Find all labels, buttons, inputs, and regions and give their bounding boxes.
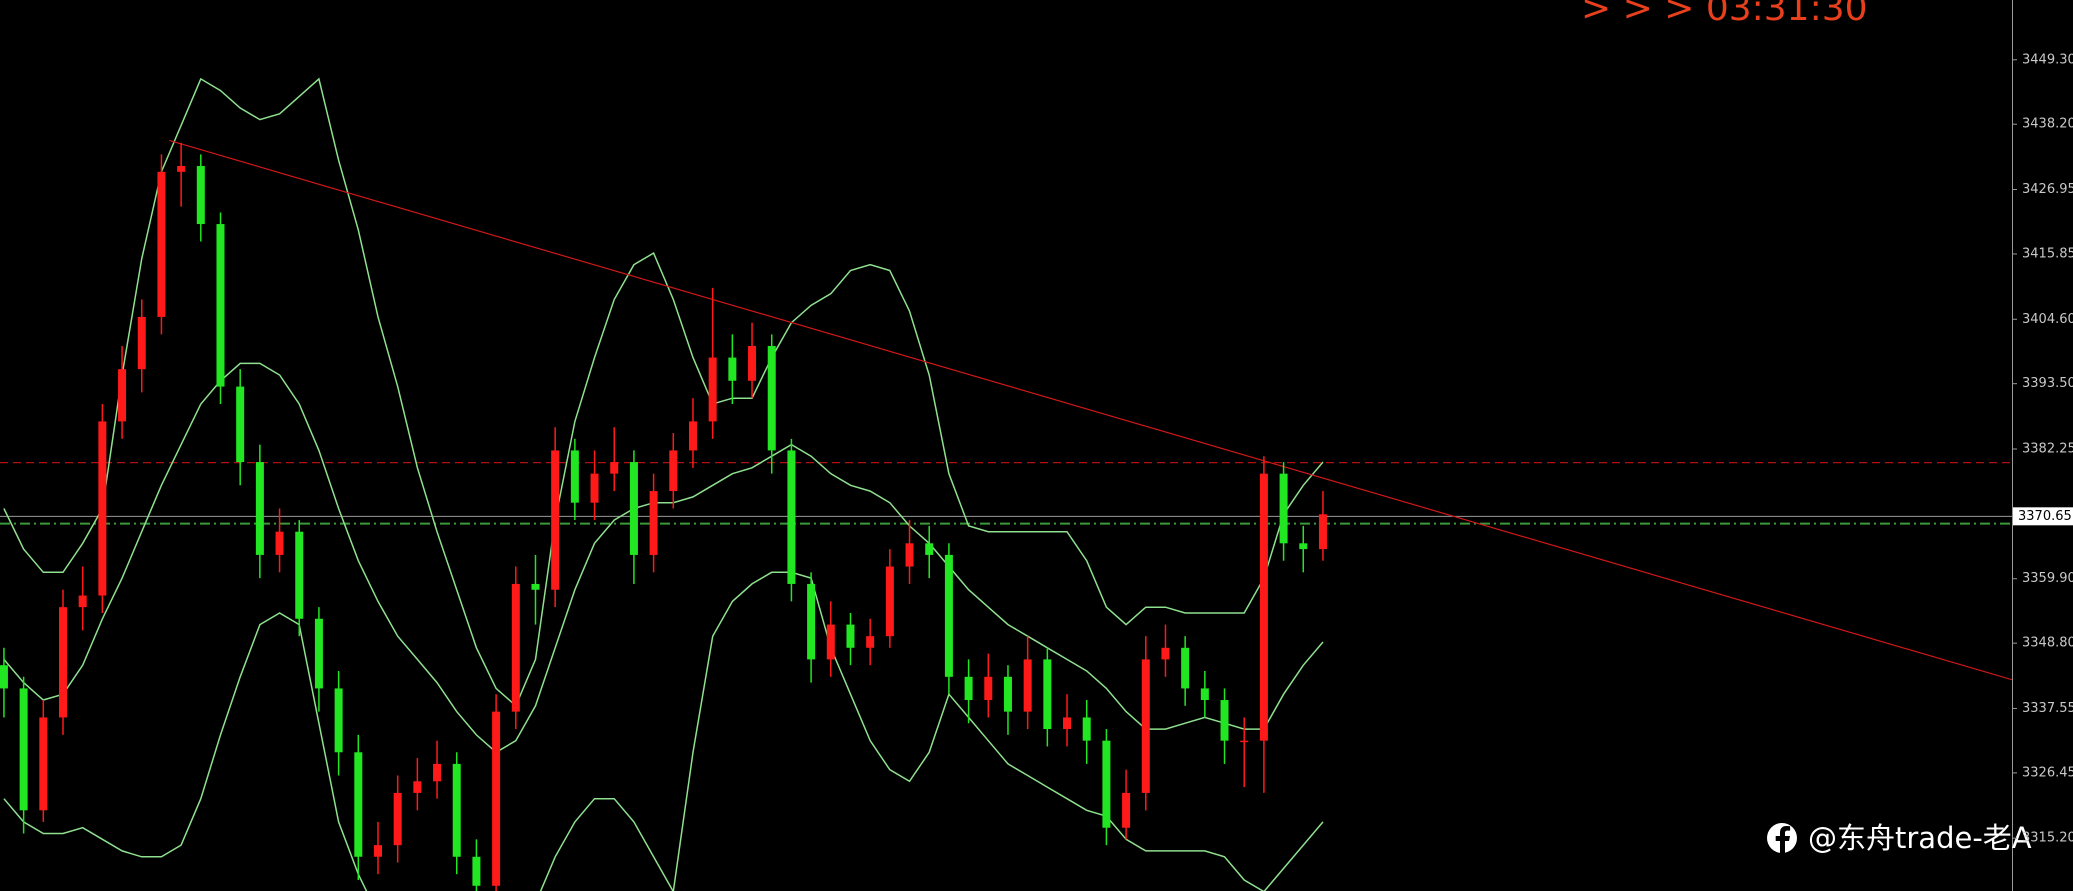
plot-area bbox=[0, 77, 2012, 891]
candle-body bbox=[511, 583, 520, 712]
candle-body bbox=[1259, 473, 1268, 741]
candle-body bbox=[492, 711, 501, 886]
last-price-box bbox=[2013, 507, 2073, 526]
candle-body bbox=[314, 618, 323, 689]
candle-body bbox=[787, 450, 796, 584]
y-tick-label: 3315.20 bbox=[2022, 831, 2073, 846]
band-line bbox=[3, 362, 1324, 754]
candle-body bbox=[1220, 700, 1229, 741]
y-tick-label: 3326.45 bbox=[2022, 765, 2073, 780]
candle-body bbox=[807, 583, 816, 660]
y-tick-label: 3404.60 bbox=[2022, 312, 2073, 327]
candle-body bbox=[98, 421, 107, 596]
candle-body bbox=[925, 543, 934, 555]
candle-body bbox=[157, 171, 166, 317]
trendline bbox=[169, 139, 2012, 681]
candle-body bbox=[255, 462, 264, 555]
candle-body bbox=[1141, 659, 1150, 793]
candle-body bbox=[767, 345, 776, 451]
candle-body bbox=[1043, 659, 1052, 730]
candle-body bbox=[78, 595, 87, 608]
candle-body bbox=[1318, 514, 1327, 550]
candle-body bbox=[570, 450, 579, 503]
candle-body bbox=[1102, 740, 1111, 828]
candle-body bbox=[1299, 543, 1308, 550]
candle-body bbox=[610, 462, 619, 474]
time-label: > > > 03:31:30 bbox=[1581, 0, 1868, 29]
y-tick-label: 3348.80 bbox=[2022, 636, 2073, 651]
candle-body bbox=[275, 531, 284, 555]
y-tick-label: 3382.25 bbox=[2022, 441, 2073, 456]
candle-body bbox=[649, 491, 658, 555]
candle-body bbox=[1122, 792, 1131, 828]
y-tick-label: 3359.90 bbox=[2022, 571, 2073, 586]
candle-body bbox=[826, 624, 835, 660]
candle-body bbox=[216, 224, 225, 387]
candle-body bbox=[452, 763, 461, 857]
y-tick-label: 3438.20 bbox=[2022, 117, 2073, 132]
y-tick-label: 3449.30 bbox=[2022, 52, 2073, 67]
candle-body bbox=[58, 607, 67, 718]
candle-body bbox=[728, 357, 737, 381]
candle-body bbox=[1200, 688, 1209, 701]
candle-body bbox=[1063, 717, 1072, 730]
candle-body bbox=[1181, 647, 1190, 689]
candle-body bbox=[19, 688, 28, 811]
candle-body bbox=[1003, 676, 1012, 712]
candle-body bbox=[0, 665, 8, 689]
candle-body bbox=[433, 763, 442, 782]
candle-body bbox=[531, 583, 540, 590]
watermark: @东舟trade-老A bbox=[1767, 821, 2032, 855]
candle-body bbox=[905, 543, 914, 567]
candle-body bbox=[708, 357, 717, 422]
y-tick-label: 3393.50 bbox=[2022, 376, 2073, 391]
candle-body bbox=[39, 717, 48, 811]
candle-body bbox=[196, 166, 205, 225]
y-tick-label: 3426.95 bbox=[2022, 182, 2073, 197]
candle-body bbox=[393, 792, 402, 846]
candle-body bbox=[177, 166, 186, 172]
candle-body bbox=[1082, 717, 1091, 741]
watermark-icon-glyph bbox=[1775, 825, 1791, 853]
candle-body bbox=[846, 624, 855, 648]
candle-body bbox=[964, 676, 973, 701]
candle-body bbox=[373, 845, 382, 857]
last-price-label: 3370.65 bbox=[2018, 509, 2072, 524]
candle-body bbox=[295, 531, 304, 619]
candle-body bbox=[137, 316, 146, 370]
candle-body bbox=[1023, 659, 1032, 712]
candle-body bbox=[984, 676, 993, 701]
candle-body bbox=[866, 636, 875, 648]
candle-body bbox=[669, 450, 678, 492]
candle-body bbox=[1161, 647, 1170, 660]
watermark-text: @东舟trade-老A bbox=[1808, 821, 2032, 855]
candle-body bbox=[472, 856, 481, 886]
candle-body bbox=[688, 421, 697, 451]
candle-body bbox=[551, 450, 560, 590]
candle-body bbox=[885, 566, 894, 637]
candle-body bbox=[944, 554, 953, 677]
candle-body bbox=[1240, 740, 1249, 743]
candle-body bbox=[590, 473, 599, 503]
candle-body bbox=[236, 386, 245, 463]
candle-body bbox=[1279, 473, 1288, 544]
band-line bbox=[3, 77, 1324, 708]
y-tick-label: 3337.55 bbox=[2022, 701, 2073, 716]
band-line bbox=[3, 571, 1324, 891]
candle-body bbox=[354, 752, 363, 857]
candle-body bbox=[629, 462, 638, 555]
candle-body bbox=[118, 369, 127, 422]
candle-body bbox=[413, 781, 422, 793]
y-tick-label: 3415.85 bbox=[2022, 246, 2073, 261]
candle-body bbox=[334, 688, 343, 753]
candle-body bbox=[748, 345, 757, 381]
